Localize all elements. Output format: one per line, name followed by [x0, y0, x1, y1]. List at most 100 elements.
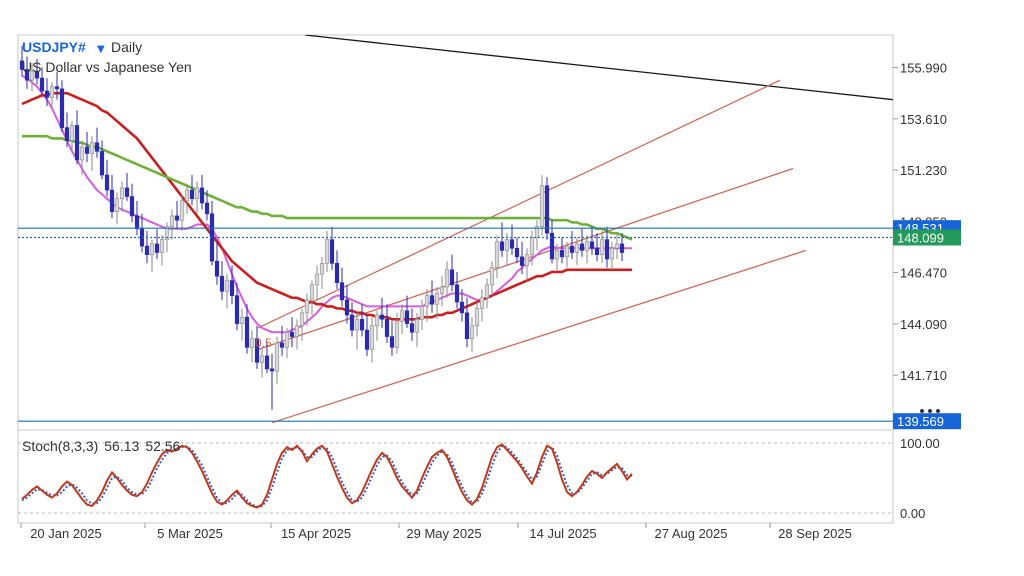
candle-body — [334, 263, 340, 283]
candle-body — [324, 239, 330, 264]
channel-lower-line — [271, 249, 807, 424]
candle-body — [379, 314, 385, 320]
candle-body — [249, 338, 255, 348]
candle-body — [309, 284, 315, 301]
candle-body — [234, 295, 240, 324]
candle-body — [499, 241, 505, 251]
candle-body — [169, 215, 175, 227]
timeframe-label[interactable]: Daily — [111, 39, 142, 55]
candle-body — [439, 286, 445, 294]
candle-body — [84, 146, 90, 154]
price-tag-label: 139.569 — [897, 414, 944, 429]
candle-body — [414, 319, 420, 333]
candle-body — [549, 232, 555, 260]
candle-body — [544, 185, 550, 234]
candle-body — [519, 256, 525, 266]
y-tick-label: 155.990 — [900, 61, 947, 76]
candle-body — [114, 198, 120, 212]
candle-body — [244, 316, 250, 348]
candle-body — [154, 243, 160, 253]
candle-body — [49, 86, 55, 98]
candle-body — [599, 239, 605, 255]
x-tick-label: 29 May 2025 — [406, 526, 481, 541]
candle-body — [429, 295, 435, 305]
candle-body — [489, 267, 495, 286]
symbol-label[interactable]: USDJPY# — [22, 39, 86, 55]
candle-body — [344, 299, 350, 316]
stoch-signal-line — [21, 444, 633, 508]
candle-body — [529, 237, 535, 255]
candle-body — [24, 69, 30, 81]
candle-body — [359, 319, 365, 331]
candle-body — [44, 90, 50, 98]
candle-body — [364, 329, 370, 350]
candle-body — [59, 88, 65, 128]
candle-body — [384, 319, 390, 337]
candle-body — [279, 342, 285, 348]
candle-body — [554, 250, 560, 260]
candle-body — [314, 273, 320, 286]
candle-body — [194, 187, 200, 199]
candle-body — [39, 77, 45, 92]
candle-body — [484, 284, 490, 299]
candle-body — [594, 247, 600, 255]
candle-body — [149, 243, 155, 255]
x-tick-label: 5 Mar 2025 — [157, 526, 223, 541]
candle-body — [269, 368, 275, 372]
candle-body — [174, 215, 180, 221]
price-tag-label: 148.099 — [897, 230, 944, 245]
x-tick-label: 28 Sep 2025 — [778, 526, 852, 541]
candle-body — [299, 312, 305, 327]
candle-body — [189, 189, 195, 199]
candle-body — [559, 250, 565, 258]
candle-body — [289, 331, 295, 337]
candle-body — [69, 125, 75, 141]
candle-body — [29, 71, 35, 81]
ma-mid-line — [21, 91, 632, 321]
candle-body — [259, 355, 265, 363]
candle-body — [229, 280, 235, 296]
candle-body — [354, 319, 360, 331]
candle-body — [604, 239, 610, 260]
candle-body — [564, 245, 570, 258]
candle-body — [214, 260, 220, 277]
horizontal-levels-layer — [18, 227, 893, 422]
candle-body — [394, 321, 400, 348]
candle-body — [389, 336, 395, 348]
price-axis: 155.990153.610151.230148.850146.470144.0… — [893, 61, 947, 521]
candle-body — [219, 275, 225, 292]
candle-body — [104, 174, 110, 191]
candle-body — [274, 342, 280, 372]
caret-down-icon[interactable]: ▼ — [97, 44, 105, 55]
stoch-tick-label: 0.00 — [900, 506, 925, 521]
candle-body — [569, 245, 575, 253]
moving-averages-layer — [21, 74, 633, 334]
stochastic-layer — [18, 442, 893, 514]
candle-body — [239, 316, 245, 324]
candle-body — [474, 308, 480, 327]
candle-body — [349, 314, 355, 331]
candle-body — [164, 226, 170, 240]
candle-body — [19, 60, 25, 70]
candle-body — [424, 295, 430, 307]
price-tag — [893, 413, 961, 430]
candle-body — [614, 243, 620, 249]
candle-body — [444, 269, 450, 288]
channel-upper-line — [257, 79, 781, 329]
candle-body — [254, 338, 260, 363]
x-tick-label: 14 Jul 2025 — [529, 526, 596, 541]
candle-body — [144, 245, 150, 255]
candle-body — [319, 263, 325, 275]
candles-layer — [19, 45, 625, 410]
candle-body — [94, 142, 100, 152]
candle-body — [539, 185, 545, 227]
y-tick-label: 146.470 — [900, 266, 947, 281]
x-tick-label: 27 Aug 2025 — [654, 526, 727, 541]
candle-body — [434, 293, 440, 305]
more-options-icon[interactable] — [920, 409, 940, 413]
stoch-label: Stoch(8,3,3) 56.13 52.56 — [22, 438, 181, 454]
candle-body — [124, 187, 130, 197]
